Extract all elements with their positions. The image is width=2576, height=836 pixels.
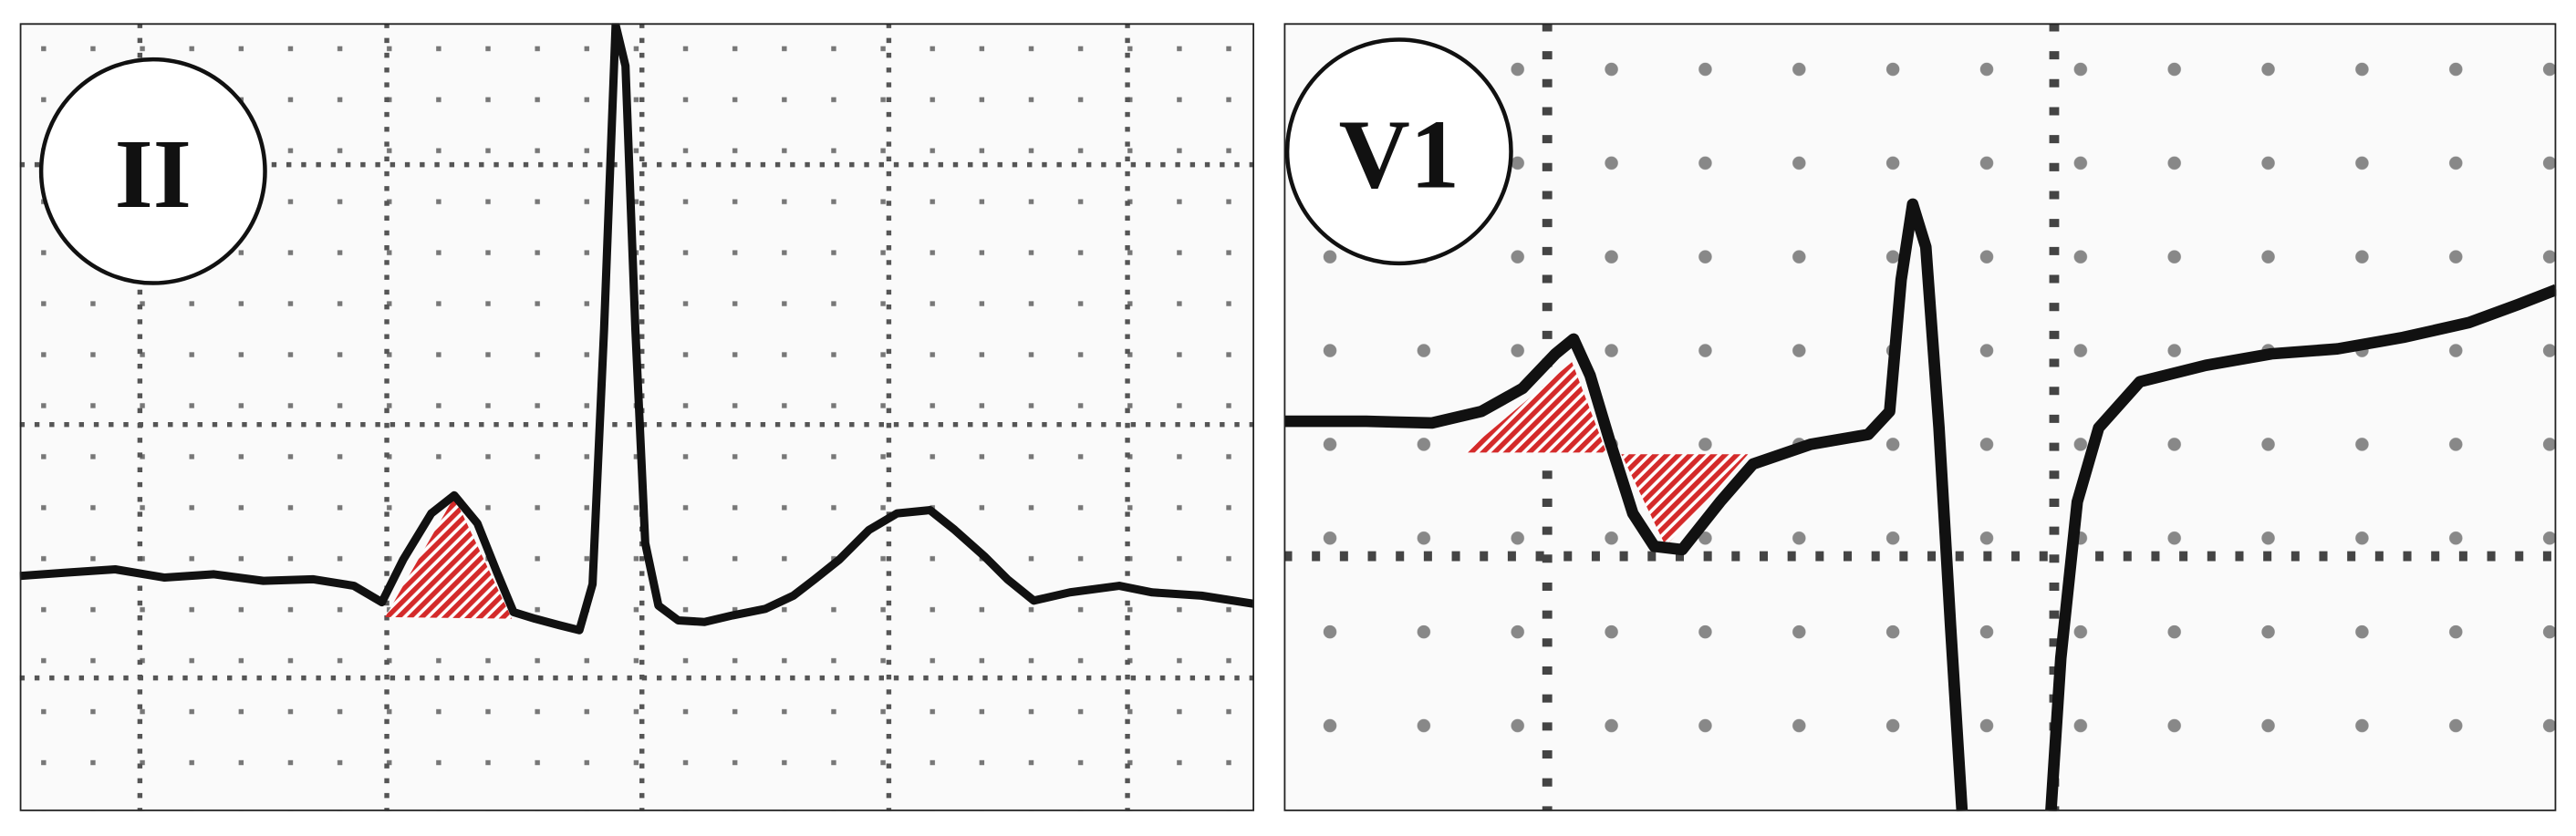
lead-label: II (115, 120, 192, 229)
ecg-trace (2045, 284, 2557, 811)
lead-badge: II (38, 57, 267, 285)
ecg-trace (19, 23, 1255, 635)
ecg-trace (1283, 198, 1968, 811)
lead-badge: V1 (1284, 37, 1513, 266)
p-wave-positive-area (1464, 362, 1607, 453)
lead-label: V1 (1339, 100, 1459, 209)
p-wave-area (385, 497, 513, 619)
p-wave-negative-area (1621, 454, 1749, 547)
